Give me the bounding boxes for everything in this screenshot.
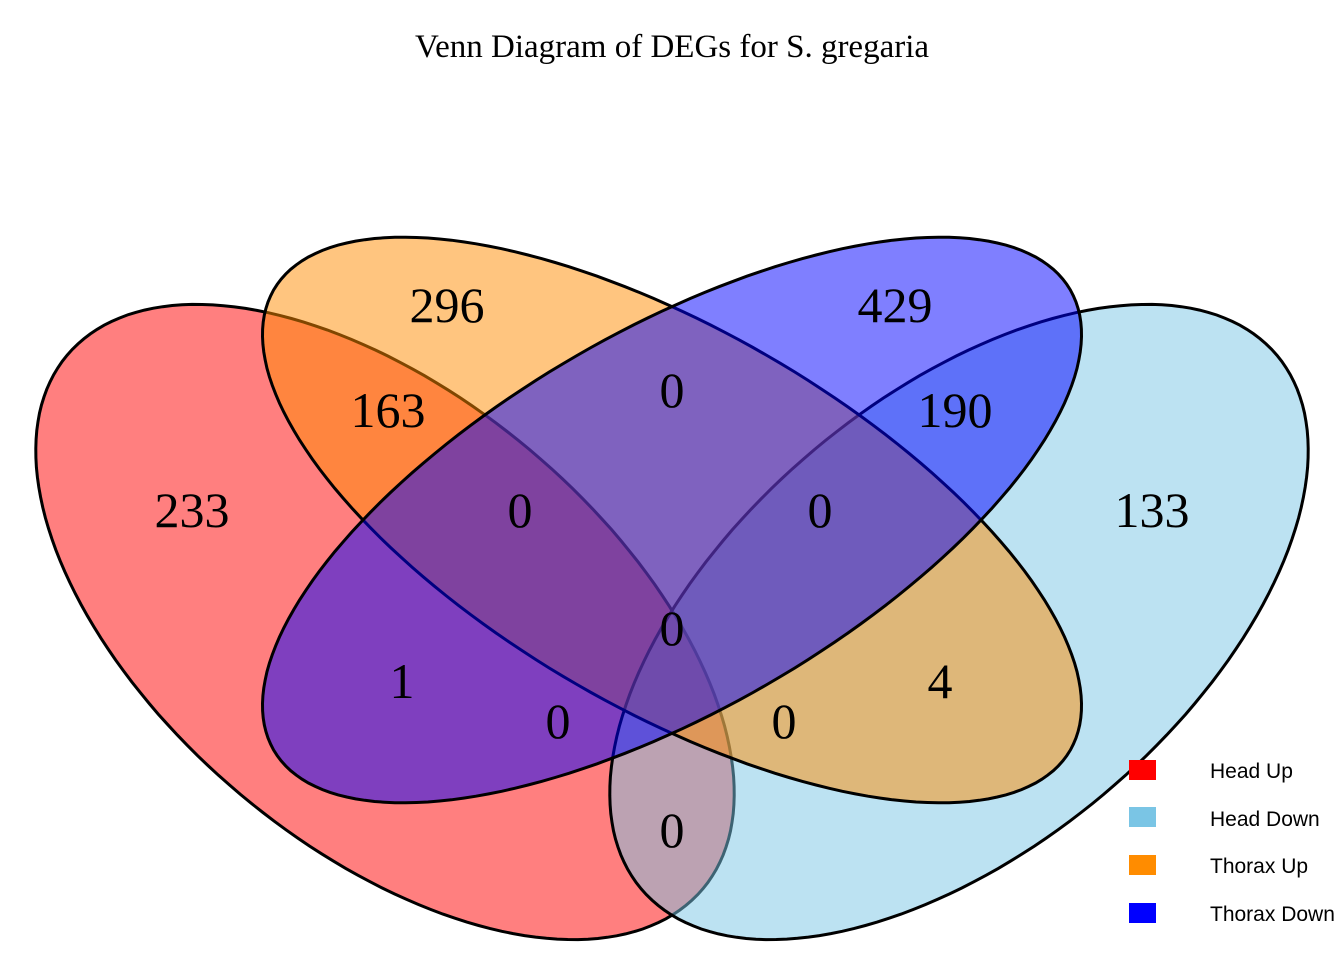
chart-title: Venn Diagram of DEGs for S. gregaria (415, 29, 929, 65)
ellipse-thorax-down (260, 235, 1084, 805)
legend-swatch-thorax-up (1129, 855, 1156, 875)
count-head-up-head-down-thorax-up: 0 (772, 693, 797, 749)
legend-swatch-thorax-down (1129, 903, 1156, 923)
legend: Head Up Head Down Thorax Up Thorax Down (1129, 760, 1335, 926)
count-head-up-head-down-thorax-down: 0 (546, 693, 571, 749)
count-head-down-only: 133 (1115, 482, 1190, 538)
legend-label-thorax-down: Thorax Down (1210, 903, 1335, 926)
ellipses (34, 235, 1310, 942)
count-head-up-thorax-down: 1 (390, 653, 415, 709)
count-head-down-thorax-down: 190 (918, 382, 993, 438)
count-head-down-thorax-up-thorax-down: 0 (808, 482, 833, 538)
legend-label-head-up: Head Up (1210, 760, 1293, 783)
count-head-up-head-down: 0 (660, 802, 685, 858)
count-all-four: 0 (660, 600, 685, 656)
count-head-down-thorax-up: 4 (928, 653, 953, 709)
count-thorax-up-thorax-down: 0 (660, 362, 685, 418)
legend-label-thorax-up: Thorax Up (1210, 855, 1308, 878)
count-head-up-only: 233 (155, 482, 230, 538)
count-head-up-thorax-up-thorax-down: 0 (508, 482, 533, 538)
region-counts: 233 133 296 429 163 190 0 0 0 0 1 4 0 0 … (155, 277, 1190, 858)
legend-label-head-down: Head Down (1210, 808, 1320, 831)
legend-swatch-head-up (1129, 760, 1156, 780)
count-thorax-down-only: 429 (858, 277, 933, 333)
count-head-up-thorax-up: 163 (351, 382, 426, 438)
count-thorax-up-only: 296 (410, 277, 485, 333)
legend-swatch-head-down (1129, 807, 1156, 827)
